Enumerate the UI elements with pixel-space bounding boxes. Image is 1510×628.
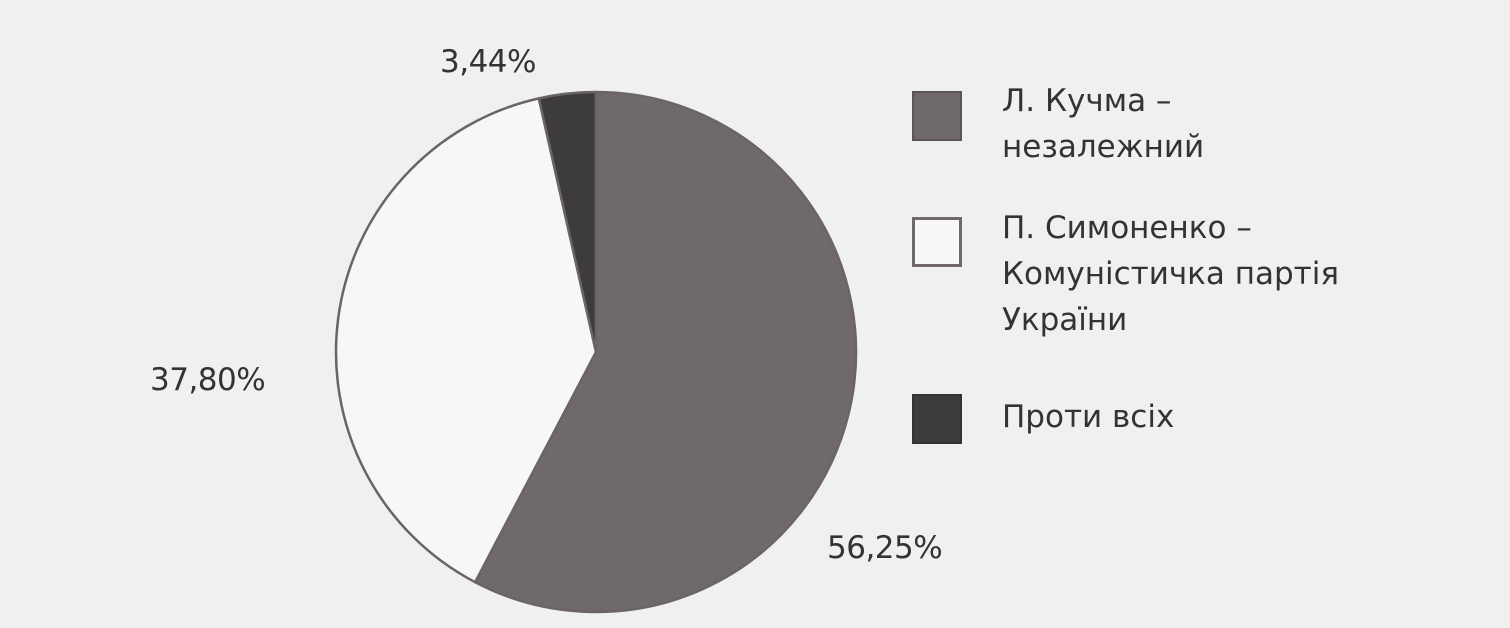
legend-label-line: України xyxy=(1002,302,1128,338)
legend-swatch-against-all xyxy=(912,394,962,444)
legend-label-line: П. Симоненко – xyxy=(1002,210,1252,246)
legend-label-symonenko: П. Симоненко – Комуністичка партія Украї… xyxy=(1002,205,1339,343)
slice-label-kuchma: 56,25% xyxy=(827,530,943,566)
legend-label-line: Л. Кучма – xyxy=(1002,83,1172,119)
legend-label-line: незалежний xyxy=(1002,129,1205,165)
pie-slice-kuchma xyxy=(473,90,858,614)
slice-label-symonenko: 37,80% xyxy=(150,362,266,398)
pie-slice-against-all xyxy=(537,90,598,354)
pie-slice-symonenko xyxy=(334,97,598,584)
legend-label-line: Проти всіх xyxy=(1002,399,1175,435)
legend-label-line: Комуністичка партія xyxy=(1002,256,1339,292)
legend-swatch-kuchma xyxy=(912,91,962,141)
legend-swatch-symonenko xyxy=(912,217,962,267)
legend-label-against-all: Проти всіх xyxy=(1002,394,1174,440)
slice-label-against-all: 3,44% xyxy=(440,44,536,80)
legend-label-kuchma: Л. Кучма – незалежний xyxy=(1002,78,1204,170)
